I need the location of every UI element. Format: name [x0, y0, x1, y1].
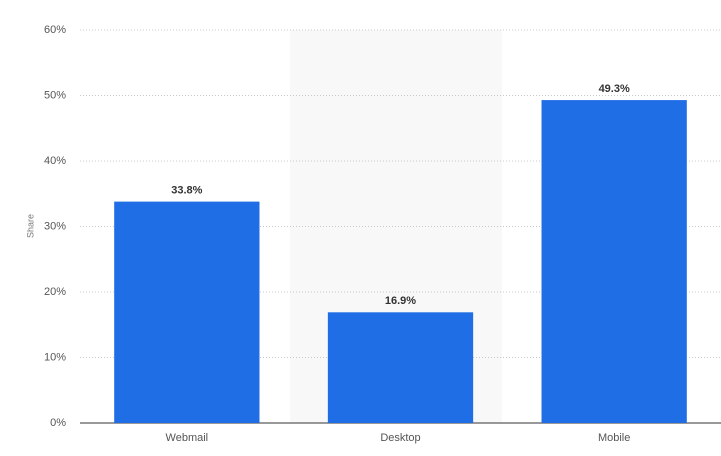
y-tick-label: 60% — [44, 24, 66, 36]
bar — [541, 100, 687, 424]
y-tick-label: 50% — [44, 89, 66, 101]
x-tick-label: Webmail — [166, 432, 209, 444]
value-label: 16.9% — [385, 295, 416, 307]
x-tick-label: Mobile — [598, 432, 630, 444]
bar — [327, 312, 474, 423]
y-tick-label: 0% — [50, 417, 66, 429]
y-tick-label: 30% — [44, 220, 66, 232]
y-tick-label: 20% — [44, 286, 66, 298]
bar — [114, 201, 260, 423]
y-axis-title: Share — [25, 214, 35, 238]
y-tick-label: 10% — [44, 351, 66, 363]
x-tick-label: Desktop — [380, 432, 420, 444]
y-tick-label: 40% — [44, 155, 66, 167]
value-label: 33.8% — [171, 185, 202, 197]
value-label: 49.3% — [599, 83, 630, 95]
